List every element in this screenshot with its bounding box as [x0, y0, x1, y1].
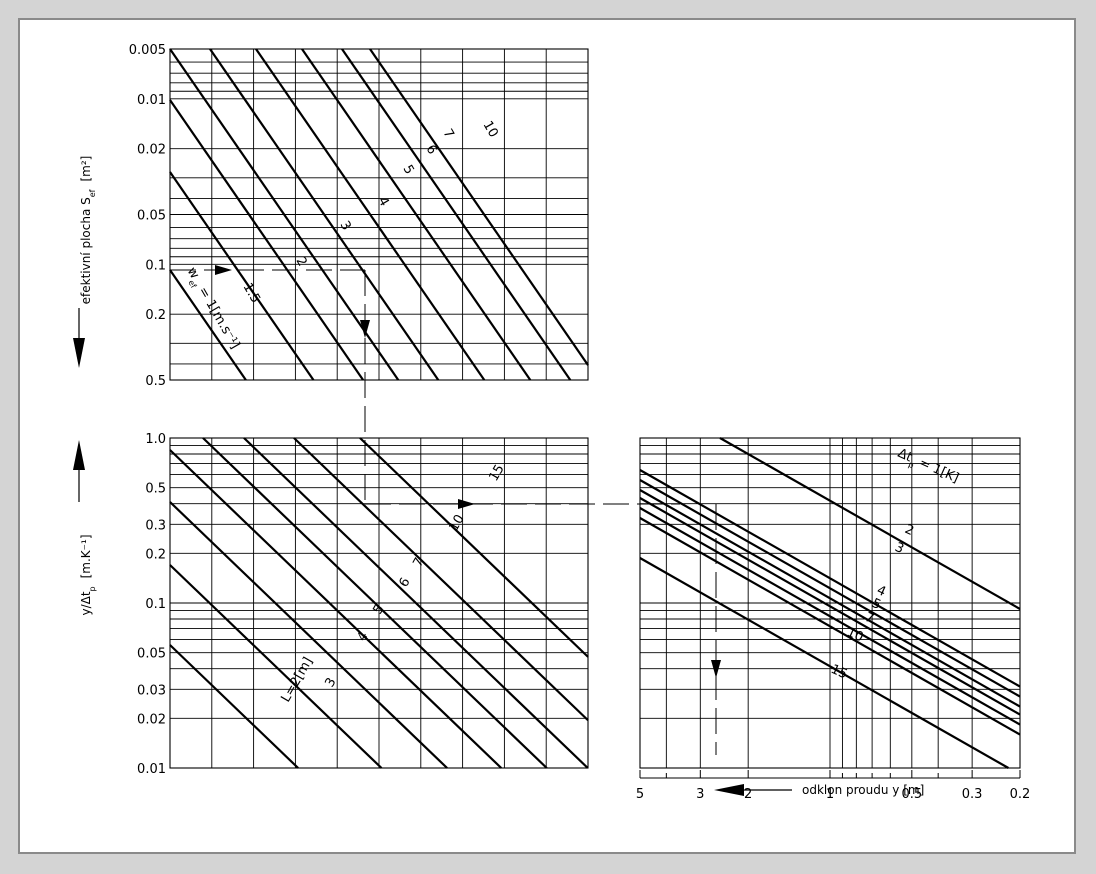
ytick-label-bottom: 0.5 [145, 482, 166, 497]
xtick-label: 0.2 [1010, 787, 1031, 802]
ylabel-top: efektivní plocha Sef[m²] [79, 156, 97, 305]
curve-dt-5 [639, 497, 1021, 716]
xlabel-right: odklon proudu y [m] [802, 783, 924, 797]
xtick-label: 5 [636, 787, 644, 802]
curve-label-L2: L=2[m] [278, 655, 316, 705]
curve-w-7 [301, 48, 532, 381]
curves-bottom-right [639, 437, 1021, 769]
ytick-label-bottom: 0.01 [137, 762, 166, 777]
curve-label-dt3: 3 [892, 540, 906, 557]
xtick-label: 0.5 [901, 787, 922, 802]
curve-dt-8 [639, 557, 1009, 769]
curve-label-w5: 5 [400, 163, 417, 178]
curve-label-dt15: 15 [828, 662, 849, 682]
curve-w-5 [209, 48, 440, 381]
curve-label-dt10: 10 [844, 625, 865, 645]
ytick-label-bottom: 0.2 [145, 547, 166, 562]
curve-label-w6: 6 [423, 143, 440, 158]
grid-bottom-left [169, 437, 589, 769]
ytick-label-bottom: 0.1 [145, 597, 166, 612]
xtick-label: 2 [744, 787, 752, 802]
curve-w-3 [169, 99, 365, 381]
curve-dt-2 [639, 469, 1021, 688]
arrow-up-icon [73, 440, 85, 502]
curves-top-left [169, 48, 589, 381]
curve-dt-7 [639, 517, 1021, 736]
curve-L-7 [293, 437, 589, 722]
curve-L-3 [169, 501, 448, 769]
curve-L-5 [202, 437, 548, 769]
curve-label-w4: 4 [375, 195, 392, 210]
ytick-label-bottom: 0.3 [145, 518, 166, 533]
nomogram-svg: 0.005 0.01 0.02 0.05 0.1 0.2 0.5 0.01 0.02 0.03 0.… [73, 43, 1031, 802]
grid-bottom-right [639, 437, 1021, 779]
curve-dt-6 [639, 507, 1021, 726]
guide-arrow-icon [711, 660, 721, 678]
tick-labels: 0.005 0.01 0.02 0.05 0.1 0.2 0.5 0.01 0.02 0.03 0.… [129, 43, 1031, 802]
curve-w-1 [169, 269, 247, 381]
curves-bottom-left [169, 437, 589, 769]
ylabel-bottom: y/Δtp[m.K⁻¹] [79, 534, 97, 615]
curve-L-4 [169, 449, 503, 769]
curve-w-8 [341, 48, 572, 381]
curve-w-4 [169, 48, 400, 381]
curve-L-8 [359, 437, 589, 658]
curve-label-L15: 15 [486, 462, 507, 484]
ytick-label-bottom: 1.0 [145, 432, 166, 447]
reading-guide [170, 265, 721, 755]
ytick-label-top: 0.2 [145, 308, 166, 323]
curve-L-1 [169, 644, 299, 769]
ytick-label-bottom: 0.05 [137, 647, 166, 662]
ytick-label-top: 0.1 [145, 258, 166, 273]
curve-L-6 [243, 437, 589, 769]
ytick-label-top: 0.05 [137, 209, 166, 224]
xtick-label: 0.3 [962, 787, 983, 802]
xtick-label: 1 [826, 787, 834, 802]
curve-label-w10: 10 [480, 119, 501, 141]
xtick-label: 3 [696, 787, 704, 802]
guide-arrow-icon [360, 320, 370, 338]
curve-label-dt1: Δtp = 1[K] [894, 446, 961, 489]
ytick-label-bottom: 0.03 [137, 683, 166, 698]
curve-dt-3 [639, 479, 1021, 698]
curve-w-2 [169, 171, 315, 381]
guide-arrow-icon [215, 265, 232, 275]
ytick-label-bottom: 0.02 [137, 712, 166, 727]
ytick-label-top: 0.5 [145, 374, 166, 389]
curve-w-6 [255, 48, 486, 381]
curve-label-w3: 3 [337, 219, 354, 234]
ytick-label-top: 0.005 [129, 43, 166, 58]
ytick-label-top: 0.02 [137, 143, 166, 158]
curve-L-2 [169, 564, 383, 769]
chart-frame: 0.005 0.01 0.02 0.05 0.1 0.2 0.5 0.01 0.02 0.03 0.… [18, 18, 1076, 854]
svg-text:Δtp = 1[K]: Δtp = 1[K] [894, 446, 961, 489]
arrow-left-icon [714, 784, 792, 796]
arrow-down-icon [73, 308, 85, 368]
curve-dt-1 [719, 437, 1021, 610]
curve-w-9 [369, 48, 589, 366]
ytick-label-top: 0.01 [137, 93, 166, 108]
curve-dt-4 [639, 489, 1021, 708]
curve-label-w7: 7 [440, 127, 457, 142]
curve-label-L10: 10 [446, 512, 467, 534]
guide-arrow-icon [458, 499, 475, 509]
